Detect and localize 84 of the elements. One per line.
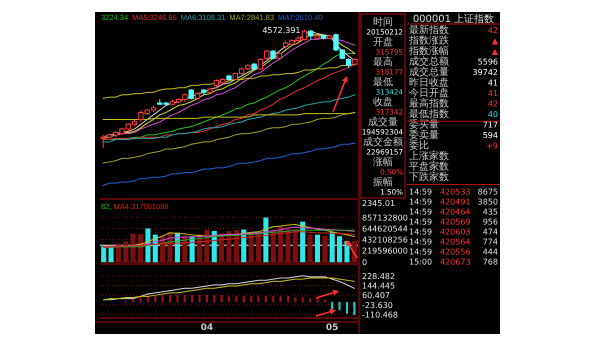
text: 成交金额	[363, 136, 403, 148]
text: 振幅	[373, 176, 393, 188]
candlestick	[264, 50, 270, 60]
text: 42	[488, 26, 498, 35]
text: 39742	[472, 68, 498, 77]
text: +9	[486, 142, 498, 150]
candlestick	[308, 30, 314, 40]
x-tick-label: 04	[200, 323, 214, 333]
bar	[270, 230, 276, 262]
y-tick-label: 857132800	[362, 213, 408, 222]
bar	[337, 236, 342, 262]
y-tick-label: 144.445	[362, 282, 396, 291]
bar	[130, 234, 136, 262]
text: 14:59 420533 8675	[409, 188, 498, 196]
text: 最低	[373, 77, 393, 88]
text: 000001 上证指数	[412, 13, 494, 25]
x-tick-label: 05	[326, 323, 338, 333]
candlestick	[258, 58, 264, 71]
category-label: 今日开盘	[409, 87, 449, 99]
candlestick	[188, 88, 194, 100]
text: 41	[488, 89, 498, 98]
bar	[256, 232, 262, 262]
bar	[248, 234, 254, 262]
category-label: 平盘家数	[409, 160, 449, 172]
y-tick-label: 0	[362, 258, 368, 267]
category-label: 指数涨幅	[408, 45, 449, 57]
bar	[308, 234, 313, 262]
candlestick	[270, 50, 276, 60]
text: ▲	[492, 47, 498, 56]
category-label: 最新指数	[409, 24, 449, 36]
bar	[212, 231, 217, 262]
bar	[108, 246, 114, 262]
bar	[314, 234, 320, 262]
text: 40	[488, 110, 498, 119]
bar	[226, 231, 232, 262]
text: 收盘	[373, 96, 393, 108]
bar	[278, 226, 284, 262]
bar	[322, 236, 328, 262]
annotation: 4572.391	[262, 26, 301, 35]
bar	[292, 229, 298, 262]
category-label: 委比	[409, 140, 429, 152]
text: 最高	[373, 56, 393, 68]
text: 涨幅	[373, 156, 393, 168]
text: 14:59 420564 774	[409, 238, 498, 246]
category-label: 指数涨跌	[408, 34, 449, 46]
text: 14:59 420569 956	[409, 218, 498, 226]
category-label: 最高指数	[409, 98, 449, 110]
text: 时间	[373, 16, 393, 28]
text: 5596	[478, 58, 498, 66]
text: 成交量	[368, 116, 398, 128]
text: 14:59 420464 435	[409, 208, 498, 216]
y-tick-label: 228.482	[362, 272, 396, 281]
text: 14:59 420603 474	[409, 228, 498, 236]
text: 41	[488, 78, 498, 88]
text: 2345.01	[362, 199, 396, 208]
category-label: 最低指数	[409, 108, 449, 120]
bar	[204, 230, 210, 262]
bar	[101, 246, 106, 262]
y-tick-label: -23.630	[362, 300, 393, 310]
category-label: 上涨家数	[409, 150, 449, 162]
bar	[263, 217, 268, 262]
y-tick-label: 432108256	[362, 236, 408, 244]
category-label: 成交总量	[409, 66, 449, 78]
category-label: 下跌家数	[409, 171, 449, 183]
y-tick-label: 219596000	[362, 246, 408, 256]
category-label: 成交总额	[409, 56, 449, 68]
y-tick-label: 644620544	[362, 224, 408, 234]
bar	[330, 232, 335, 262]
text: ▲	[492, 36, 498, 46]
text: 14:59 420491 3850	[409, 198, 498, 206]
y-tick-label: 60.407	[362, 291, 390, 300]
text: 717	[482, 120, 498, 130]
bar	[285, 228, 291, 262]
text: 42	[488, 100, 498, 108]
text: 开盘	[373, 36, 393, 48]
bar	[123, 241, 128, 262]
candlestick	[346, 58, 352, 68]
text: 14:59 420556 444	[409, 248, 498, 256]
bar	[234, 230, 239, 262]
text: 15:00 420673 768	[409, 258, 498, 266]
category-label: 委卖量	[409, 129, 439, 141]
y-tick-label: -110.468	[362, 310, 398, 320]
text: 594	[482, 131, 498, 140]
category-label: 昨日收盘	[409, 76, 449, 88]
